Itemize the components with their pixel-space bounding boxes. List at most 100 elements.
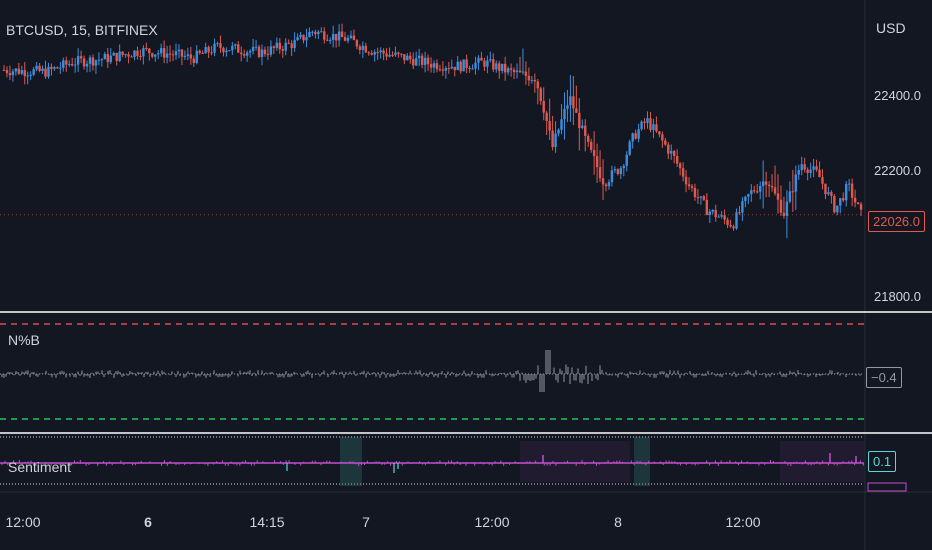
time-axis-label: 7 <box>362 514 370 530</box>
candle-body <box>317 31 320 35</box>
candle-body <box>761 181 765 187</box>
candle-body <box>225 50 228 53</box>
candle-body <box>503 63 507 73</box>
candle-body <box>584 125 587 137</box>
candle-body <box>794 174 797 192</box>
symbol-title[interactable]: BTCUSD, 15, BITFINEX <box>6 22 158 38</box>
candle-body <box>367 52 370 54</box>
candle-body <box>370 53 373 55</box>
candle-body <box>222 47 225 53</box>
candle-body <box>726 219 729 225</box>
candle-body <box>658 131 661 135</box>
time-axis-label: 12:00 <box>725 514 761 530</box>
candle-body <box>613 169 617 171</box>
candle-body <box>415 58 418 66</box>
candle-body <box>767 184 771 187</box>
candle-body <box>343 37 347 41</box>
candle-body <box>305 37 308 41</box>
candle-body <box>266 54 270 56</box>
candle-body <box>243 54 246 56</box>
candle-body <box>171 54 175 56</box>
sentiment-indicator-label[interactable]: Sentiment <box>8 459 72 475</box>
npb-indicator-label[interactable]: N%B <box>8 332 40 348</box>
candle-body <box>314 31 317 35</box>
candle-body <box>121 51 124 55</box>
candle-body <box>441 69 445 71</box>
candle-body <box>382 50 385 54</box>
candle-body <box>154 54 157 57</box>
candle-body <box>717 216 720 218</box>
candle-body <box>248 51 252 53</box>
candle-body <box>56 67 59 69</box>
candle-body <box>403 54 406 61</box>
sentiment-tint <box>780 441 864 482</box>
candle-body <box>545 112 548 122</box>
candle-body <box>406 55 409 61</box>
candle-body <box>818 169 821 178</box>
candle-body <box>73 64 77 66</box>
candle-body <box>830 192 833 196</box>
candle-body <box>263 49 267 55</box>
time-axis-label: 12:00 <box>474 514 510 530</box>
candle-body <box>610 170 614 183</box>
candle-body <box>106 53 109 63</box>
candle-body <box>79 56 83 59</box>
candle-body <box>450 66 453 69</box>
candle-body <box>634 133 637 139</box>
time-axis-label: 14:15 <box>249 514 285 530</box>
candle-body <box>847 183 851 185</box>
candle-body <box>216 43 219 45</box>
candle-body <box>711 209 714 212</box>
candle-body <box>741 201 744 213</box>
candle-body <box>115 52 118 61</box>
candle-body <box>118 51 121 61</box>
candle-body <box>59 67 62 69</box>
candle-body <box>578 112 581 128</box>
candle-body <box>607 182 611 187</box>
candle-body <box>631 133 634 142</box>
candle-body <box>157 53 160 55</box>
candle-body <box>334 33 338 41</box>
candle-body <box>260 49 264 58</box>
candle-body <box>228 50 231 52</box>
candle-body <box>453 66 456 71</box>
candle-body <box>836 205 839 213</box>
candle-body <box>17 68 21 74</box>
candle-body <box>346 37 350 41</box>
candle-body <box>572 96 575 109</box>
candle-body <box>8 73 12 76</box>
candle-body <box>785 201 789 216</box>
candle-body <box>601 178 605 185</box>
candle-body <box>483 60 486 67</box>
candle-body <box>542 100 545 113</box>
candle-body <box>352 35 356 41</box>
candle-body <box>38 65 41 72</box>
npb-value-badge: −0.4 <box>866 367 902 388</box>
candle-body <box>68 64 71 66</box>
candle-body <box>850 183 854 198</box>
candle-body <box>509 68 513 70</box>
candle-body <box>183 55 187 57</box>
candle-body <box>65 60 68 65</box>
candle-body <box>174 51 178 56</box>
candle-body <box>88 57 92 64</box>
candle-body <box>693 187 697 198</box>
candle-body <box>753 190 756 192</box>
sentiment-highlight <box>634 437 650 486</box>
candle-body <box>201 53 204 55</box>
candle-body <box>91 57 95 66</box>
candle-body <box>11 71 15 76</box>
candle-body <box>337 31 341 41</box>
candle-body <box>661 134 664 141</box>
candle-body <box>391 54 394 56</box>
candle-body <box>195 50 198 63</box>
candle-body <box>162 48 166 58</box>
candle-body <box>429 64 433 68</box>
candle-body <box>361 45 365 51</box>
candle-body <box>204 47 207 54</box>
candle-body <box>696 197 700 199</box>
candle-body <box>76 56 80 65</box>
candle-body <box>673 151 676 157</box>
